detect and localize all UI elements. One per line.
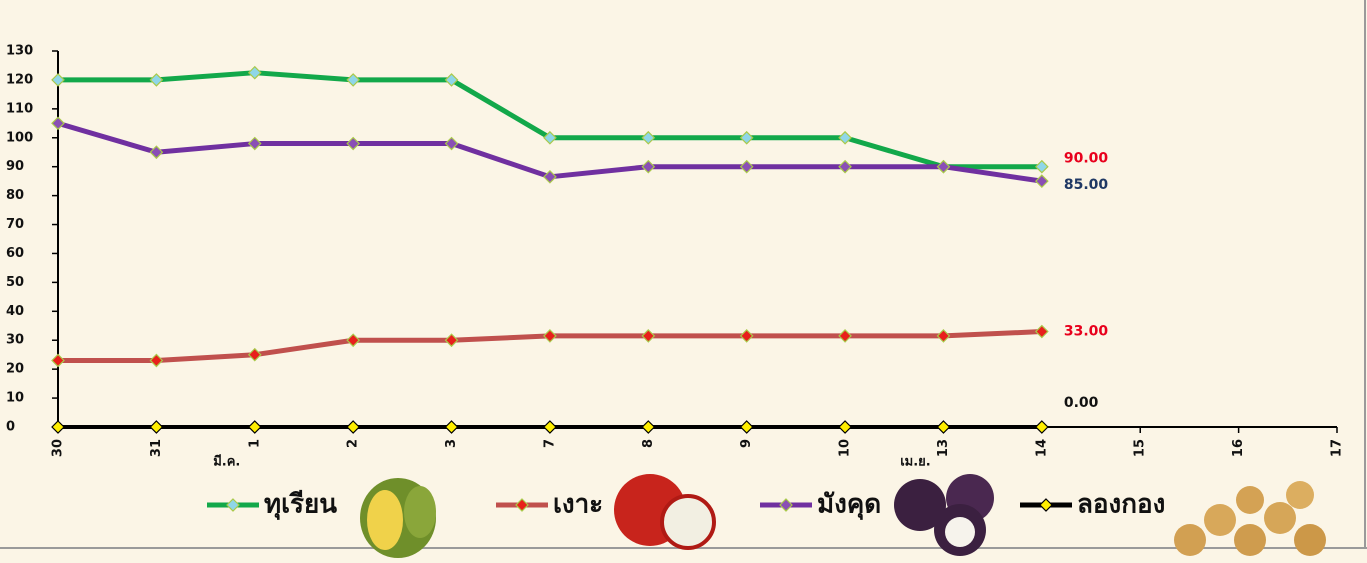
series: 33.00 <box>51 324 1109 368</box>
data-point <box>1035 324 1049 339</box>
data-point <box>149 145 164 160</box>
data-point <box>51 353 65 368</box>
legend-marker <box>779 498 793 512</box>
y-tick-label: 130 <box>6 44 33 59</box>
longkong-picture <box>1174 481 1326 556</box>
data-point <box>739 130 754 145</box>
data-point <box>51 420 65 434</box>
legend-marker <box>515 498 529 512</box>
data-point <box>444 420 459 434</box>
y-tick-label: 50 <box>6 275 24 290</box>
month-label: เม.ย. <box>900 455 931 470</box>
y-tick-label: 0 <box>6 420 15 435</box>
y-tick-label: 90 <box>6 159 24 174</box>
data-point <box>838 329 852 343</box>
data-point <box>543 130 557 145</box>
durian-picture <box>360 478 436 558</box>
y-tick-label: 70 <box>6 217 24 232</box>
data-point <box>346 73 361 87</box>
data-point <box>739 329 754 343</box>
y-tick-label: 100 <box>6 130 33 145</box>
mangosteen-picture <box>894 474 994 556</box>
y-tick-label: 30 <box>6 333 24 348</box>
data-point <box>641 329 656 343</box>
x-tick-label: 8 <box>641 439 656 448</box>
x-tick-label: 1 <box>247 439 262 448</box>
data-point <box>641 130 656 145</box>
x-tick-label: 30 <box>51 439 66 457</box>
x-tick-label: 17 <box>1330 439 1345 457</box>
y-tick-label: 40 <box>6 304 24 319</box>
value-label: 90.00 <box>1064 151 1109 167</box>
x-tick-label: 16 <box>1231 439 1246 457</box>
data-point <box>247 420 262 434</box>
x-tick-label: 9 <box>739 439 754 448</box>
data-point <box>641 159 656 174</box>
series: 85.00 <box>51 116 1109 193</box>
y-tick-label: 120 <box>6 72 33 87</box>
data-point <box>838 159 852 174</box>
data-point <box>543 420 557 434</box>
data-point <box>838 130 852 145</box>
data-point <box>838 420 852 434</box>
data-point <box>346 333 361 348</box>
data-point <box>149 353 164 368</box>
data-point <box>444 136 459 151</box>
data-point <box>444 73 459 87</box>
data-point <box>936 159 951 174</box>
data-point <box>543 169 557 184</box>
data-point <box>641 420 656 434</box>
x-tick-label: 31 <box>149 439 164 457</box>
value-label: 0.00 <box>1064 395 1099 411</box>
data-point <box>51 73 65 87</box>
data-point <box>346 136 361 151</box>
month-label: มี.ค. <box>213 454 240 470</box>
data-point <box>444 333 459 348</box>
y-tick-label: 110 <box>6 101 33 116</box>
data-point <box>936 420 951 434</box>
legend-label: เงาะ <box>553 490 603 520</box>
data-point <box>149 73 164 87</box>
data-point <box>346 420 361 434</box>
x-tick-label: 10 <box>838 439 853 457</box>
data-point <box>543 329 557 343</box>
data-point <box>247 347 262 362</box>
legend-label: ทุเรียน <box>264 490 337 521</box>
data-point <box>1035 420 1049 434</box>
legend-marker <box>1039 498 1053 512</box>
data-point <box>1035 174 1049 189</box>
data-point <box>936 329 951 343</box>
x-tick-label: 2 <box>346 439 361 448</box>
series: 0.00 <box>51 395 1099 434</box>
x-tick-label: 15 <box>1133 439 1148 457</box>
y-tick-label: 20 <box>6 362 24 377</box>
x-tick-label: 7 <box>542 439 557 448</box>
y-tick-label: 10 <box>6 391 24 406</box>
data-point <box>51 116 65 131</box>
y-tick-label: 80 <box>6 188 24 203</box>
data-point <box>247 136 262 151</box>
data-point <box>247 65 262 80</box>
x-tick-label: 13 <box>936 439 951 457</box>
legend-marker <box>226 498 240 512</box>
data-point <box>739 420 754 434</box>
x-tick-label: 14 <box>1034 439 1049 457</box>
series: 90.00 <box>51 65 1109 174</box>
value-label: 33.00 <box>1064 324 1109 340</box>
data-point <box>149 420 164 434</box>
data-point <box>1035 159 1049 174</box>
y-tick-label: 60 <box>6 246 24 261</box>
data-point <box>739 159 754 174</box>
legend-label: ลองกอง <box>1077 490 1165 520</box>
value-label: 85.00 <box>1064 177 1109 193</box>
legend-label: มังคุด <box>817 490 881 521</box>
rambutan-picture <box>614 474 716 550</box>
x-tick-label: 3 <box>444 439 459 448</box>
